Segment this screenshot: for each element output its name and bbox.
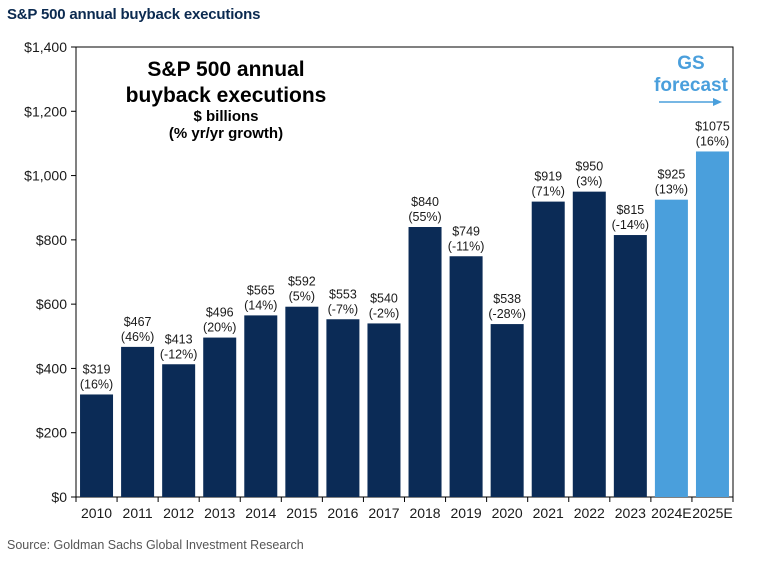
source-note: Source: Goldman Sachs Global Investment … [7,538,304,552]
x-tick-label: 2014 [245,505,276,521]
x-tick-label: 2023 [615,505,646,521]
value-label: $840 [411,195,439,209]
growth-label: (-7%) [328,302,359,316]
page-title: S&P 500 annual buyback executions [7,6,261,23]
bar-2011 [121,346,155,497]
bar-2019 [449,256,483,497]
chart-subtitle-line-1: $ billions [193,108,258,125]
chart-title-line-1: S&P 500 annual [147,58,304,81]
x-tick-label: 2011 [123,505,153,521]
bar-2018 [408,227,442,497]
growth-label: (16%) [696,134,729,148]
chart-axes: $0 $200 $400 $600 $800 $1,000 $1,200 $1,400 2010… [24,39,734,521]
x-tick-label: 2025E [692,505,732,521]
x-tick-label: 2018 [409,505,440,521]
x-tick-label: 2010 [81,505,112,521]
value-label: $467 [124,315,152,329]
x-tick-label: 2020 [492,505,523,521]
x-tick-label: 2019 [451,505,482,521]
value-label: $553 [329,287,357,301]
forecast-label-line-1: GS [677,53,704,74]
growth-label: (3%) [576,175,602,189]
chart-bars [80,151,729,498]
growth-label: (5%) [289,290,315,304]
x-tick-label: 2024E [651,505,691,521]
value-label: $538 [493,292,521,306]
value-label: $496 [206,306,234,320]
value-label: $565 [247,283,275,297]
chart-title-line-2: buyback executions [126,84,327,107]
y-tick-label: $1,000 [24,168,67,184]
forecast-label-line-2: forecast [654,75,729,96]
chart-subtitle-line-2: (% yr/yr growth) [169,125,283,142]
growth-label: (46%) [121,330,154,344]
x-tick-label: 2017 [368,505,399,521]
y-tick-label: $0 [51,489,67,505]
value-label: $950 [575,160,603,174]
bar-2020 [490,324,524,497]
x-tick-label: 2013 [204,505,235,521]
value-label: $925 [658,168,686,182]
bar-2016 [326,319,360,497]
bar-2014 [244,315,278,497]
growth-label: (71%) [532,185,565,199]
bar-2010 [80,394,114,497]
bar-2013 [203,337,237,497]
bar-2024E [654,199,688,497]
x-tick-label: 2022 [574,505,605,521]
y-tick-label: $400 [36,360,67,376]
chart-annotations: S&P 500 annual buyback executions$ billio… [126,53,729,142]
value-label: $919 [534,170,562,184]
growth-label: (-11%) [448,239,485,253]
growth-label: (16%) [80,377,113,391]
value-label: $815 [616,203,644,217]
y-tick-label: $800 [36,232,67,248]
bar-2025E [695,151,729,497]
y-tick-label: $200 [36,425,67,441]
x-tick-label: 2012 [163,505,194,521]
value-label: $413 [165,332,193,346]
bar-2021 [531,201,565,497]
x-tick-label: 2015 [286,505,317,521]
x-tick-label: 2021 [533,505,564,521]
y-tick-label: $1,400 [24,39,67,55]
growth-label: (-28%) [488,307,526,321]
x-tick-label: 2016 [327,505,358,521]
chart-data-labels: $319(16%)$467(46%) $413(-12%)$496(20%)$56… [80,119,730,391]
value-label: $319 [83,362,111,376]
growth-label: (-14%) [612,218,650,232]
value-label: $1075 [695,119,730,133]
value-label: $592 [288,275,316,289]
growth-label: (-12%) [160,347,198,361]
y-tick-label: $600 [36,296,67,312]
growth-label: (13%) [655,183,688,197]
bar-2012 [162,364,196,497]
bar-2017 [367,323,401,497]
growth-label: (55%) [408,210,441,224]
value-label: $749 [452,224,480,238]
forecast-arrow-head [713,98,722,106]
bar-2023 [613,235,647,498]
y-tick-label: $1,200 [24,103,67,119]
bar-2015 [285,306,319,497]
growth-label: (-2%) [369,306,400,320]
bar-2022 [572,191,606,497]
growth-label: (20%) [203,321,236,335]
value-label: $540 [370,291,398,305]
growth-label: (14%) [244,298,277,312]
